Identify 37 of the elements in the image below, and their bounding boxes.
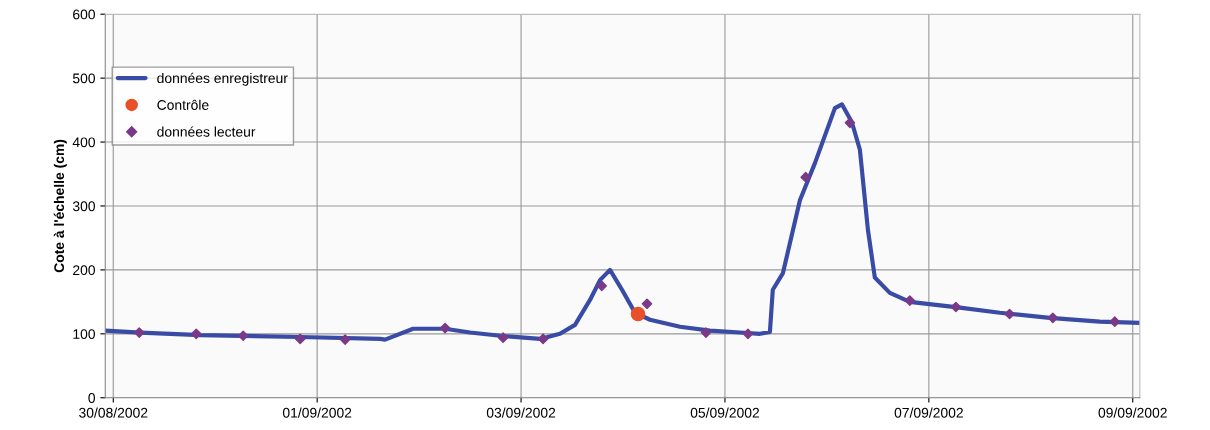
point xyxy=(1047,312,1059,324)
x-tick-label: 30/08/2002 xyxy=(79,407,148,418)
x-tick-label: 01/09/2002 xyxy=(282,407,352,418)
point xyxy=(439,322,451,334)
point xyxy=(800,171,811,183)
point xyxy=(294,333,306,345)
point xyxy=(742,328,754,340)
point xyxy=(1004,308,1015,320)
x-tick-label: 03/09/2002 xyxy=(486,407,556,418)
point xyxy=(641,298,653,310)
point xyxy=(844,117,856,129)
y-tick-label: 600 xyxy=(73,9,96,20)
x-tick-label: 09/09/2002 xyxy=(1098,407,1167,418)
point xyxy=(904,295,916,306)
point xyxy=(497,332,509,343)
x-tick-label: 07/09/2002 xyxy=(894,407,963,418)
x-tick-label: 05/09/2002 xyxy=(690,407,760,418)
point xyxy=(950,301,962,313)
point xyxy=(339,334,351,345)
y-tick-label: 500 xyxy=(72,73,96,84)
y-axis-title: Cote à l'échelle (cm) xyxy=(53,139,67,273)
y-tick-label: 100 xyxy=(73,329,96,339)
legend-label: données enregistreur xyxy=(157,72,288,86)
point xyxy=(1109,316,1121,327)
point xyxy=(596,280,608,292)
legend-label: Contrôle xyxy=(157,99,209,110)
point xyxy=(133,327,145,338)
point xyxy=(630,306,646,322)
point xyxy=(537,333,549,345)
point xyxy=(190,328,202,340)
point xyxy=(237,330,249,342)
y-tick-label: 400 xyxy=(72,137,96,148)
legend-label: données lecteur xyxy=(157,126,256,137)
point xyxy=(700,327,712,338)
y-tick-label: 300 xyxy=(72,201,96,212)
y-tick-label: 0 xyxy=(88,393,96,403)
y-tick-label: 200 xyxy=(73,265,96,276)
